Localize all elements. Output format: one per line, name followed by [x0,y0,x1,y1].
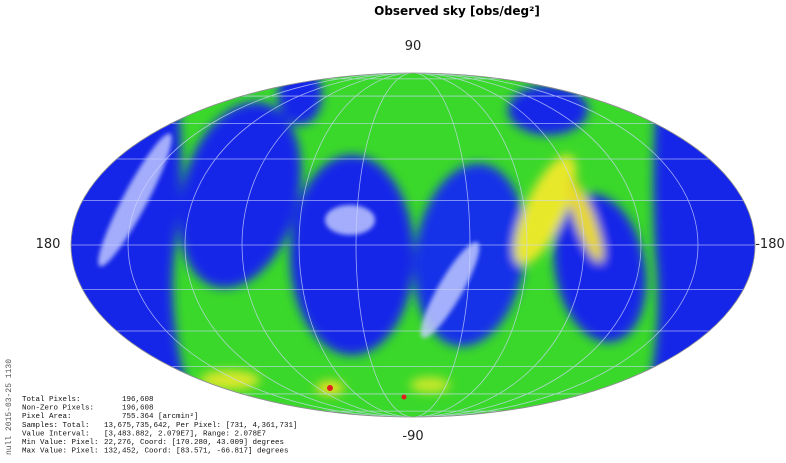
stat-label: Samples: Total: [22,422,90,430]
label-left: 180 [36,237,61,252]
label-bottom: -90 [402,429,423,444]
stat-value: [3,483.882, 2.079E7], Range: 2.078E7 [104,430,266,438]
stat-label: Min Value: Pixel: [22,439,99,447]
stat-label: Total Pixels: [22,396,81,404]
stat-value: 13,675,735,642, Per Pixel: [731, 4,361,7… [104,422,298,430]
sky-image [60,60,770,430]
sky-map: Observed sky [obs/deg²] 90 180 -1 [0,0,786,463]
stat-value: 196,608 [122,396,154,404]
title: Observed sky [obs/deg²] [374,4,540,18]
stat-value: 132,452, Coord: [83.571, -66.817] degree… [104,448,289,456]
stat-label: Pixel Area: [22,413,72,421]
stat-label: Value Interval: [22,430,90,438]
stat-value: 196,608 [122,405,154,413]
stats: Total Pixels: 196,608 Non-Zero Pixels: 196,… [22,396,298,456]
label-right: -180 [755,237,785,252]
label-top: 90 [405,39,422,54]
stat-label: Non-Zero Pixels: [22,405,94,413]
stat-value: 755.364 [arcmin²] [122,412,199,421]
side-note: null 2015-03-25 1130 [5,359,14,455]
stat-label: Max Value: Pixel: [22,448,99,456]
stat-value: 22,276, Coord: [170.280, 43.009] degrees [104,439,284,447]
